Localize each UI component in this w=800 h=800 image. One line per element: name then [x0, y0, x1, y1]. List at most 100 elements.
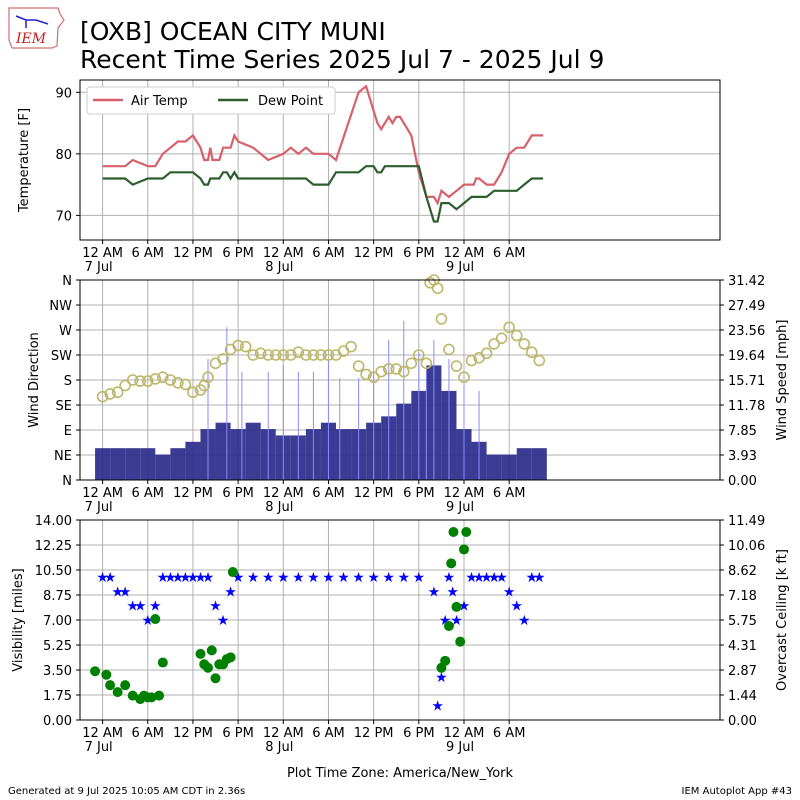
wind-direction-marker — [254, 347, 267, 360]
wind-direction-marker — [367, 371, 380, 384]
ceiling-marker — [146, 692, 157, 703]
visibility-marker: ★ — [307, 570, 320, 586]
wind-speed-bar — [501, 454, 517, 480]
wind-direction-marker — [209, 357, 222, 370]
visibility-markers: ★★★★★★★★★★★★★★★★★★★ ★ ★ ★ ★ ★ ★ ★ ★ ★ ★ ★ ★★★★★★★★★★… — [96, 570, 545, 715]
wind-direction-marker — [345, 340, 357, 353]
x-tick-label: 12 AM — [263, 246, 304, 261]
wind-speed-bar — [531, 448, 547, 480]
wind-direction-marker — [465, 354, 478, 367]
visibility-marker: ★ — [397, 570, 410, 586]
visibility-tick-label: 5.25 — [43, 639, 72, 654]
wind-direction-marker — [375, 365, 387, 378]
wind-direction-marker — [119, 379, 131, 392]
ceiling-tick-label: 1.44 — [728, 689, 757, 704]
direction-tick-label: NW — [49, 299, 72, 314]
visibility-tick-label: 7.00 — [43, 614, 72, 629]
speed-tick-label: 27.49 — [728, 299, 765, 314]
x-tick-label: 6 AM — [312, 246, 345, 261]
wind-direction-markers — [96, 274, 546, 403]
wind-direction-marker — [390, 363, 403, 375]
visibility-marker: ★ — [292, 570, 305, 586]
wind-direction-marker — [149, 373, 162, 385]
x-date-label: 7 Jul — [85, 500, 113, 515]
wind-direction-marker — [217, 353, 229, 365]
wind-speed-bars — [95, 320, 547, 480]
x-tick-label: 12 AM — [444, 246, 485, 261]
x-date-label: 9 Jul — [446, 740, 474, 755]
visibility-marker: ★ — [217, 613, 230, 629]
wind-speed-bar — [95, 448, 111, 480]
wind-direction-marker — [157, 371, 169, 384]
visibility-y-ticks: 0.00 1.75 3.50 5.25 7.00 8.75 10.50 12.25 14.00 — [35, 514, 80, 729]
ceiling-marker — [440, 655, 451, 666]
visibility-marker: ★ — [428, 584, 441, 600]
visibility-marker: ★ — [435, 670, 448, 686]
wind-direction-marker — [518, 338, 531, 350]
ceiling-marker — [461, 527, 472, 538]
ceiling-tick-label: 11.49 — [728, 514, 765, 529]
direction-tick-label: NE — [54, 449, 72, 464]
visibility-marker: ★ — [473, 570, 486, 586]
ceiling-marker — [451, 601, 462, 612]
ceiling-marker — [101, 669, 112, 680]
visibility-marker: ★ — [337, 570, 350, 586]
direction-tick-label: W — [59, 324, 72, 339]
visibility-tick-label: 12.25 — [35, 539, 72, 554]
direction-tick-label: N — [62, 474, 72, 489]
wind-direction-marker — [187, 386, 199, 399]
ceiling-marker — [150, 614, 161, 625]
speed-tick-label: 0.00 — [728, 474, 757, 489]
ceiling-marker — [459, 544, 469, 555]
visibility-marker: ★ — [247, 570, 260, 586]
visibility-marker: ★ — [111, 584, 124, 600]
x-date-label: 9 Jul — [446, 500, 474, 515]
visibility-marker: ★ — [443, 570, 456, 586]
wind-direction-marker — [322, 349, 335, 361]
legend-label-dew-point: Dew Point — [258, 94, 323, 109]
ceiling-marker — [154, 690, 165, 701]
visibility-marker: ★ — [262, 570, 275, 586]
x-date-label: 8 Jul — [265, 260, 293, 275]
wind-direction-marker — [352, 360, 365, 372]
visibility-marker: ★ — [277, 570, 290, 586]
ceiling-marker — [227, 567, 238, 578]
x-tick-label: 6 AM — [132, 486, 165, 501]
wind-speed-ticks: 0.00 3.93 7.85 11.78 15.71 19.64 23.56 27.49 31.… — [720, 274, 765, 489]
visibility-marker: ★ — [164, 570, 177, 586]
ceiling-marker — [127, 690, 138, 701]
x-tick-label: 6 PM — [403, 246, 434, 261]
ceiling-marker — [195, 648, 206, 659]
ceiling-marker — [210, 673, 221, 684]
wind-direction-marker — [179, 378, 192, 391]
x-tick-label: 12 AM — [263, 486, 304, 501]
wind-speed-bar — [230, 429, 246, 480]
visibility-marker: ★ — [431, 699, 444, 715]
visibility-grid — [80, 519, 720, 721]
visibility-tick-label: 14.00 — [35, 514, 72, 529]
wind-direction-marker — [104, 388, 116, 400]
speed-tick-label: 11.78 — [728, 399, 765, 414]
x-tick-label: 6 AM — [493, 726, 526, 741]
wind-speed-bar — [125, 448, 141, 480]
wind-direction-marker — [413, 349, 425, 361]
wind-direction-marker — [450, 360, 463, 372]
temperature-y-axis-label: Temperature [F] — [17, 108, 32, 213]
visibility-marker: ★ — [533, 570, 546, 586]
x-tick-label: 6 PM — [222, 486, 253, 501]
visibility-marker: ★ — [322, 570, 335, 586]
visibility-marker: ★ — [382, 570, 395, 586]
wind-direction-marker — [488, 338, 500, 350]
ceiling-tick-label: 4.31 — [728, 639, 757, 654]
x-tick-label: 12 AM — [444, 486, 485, 501]
visibility-marker: ★ — [119, 584, 132, 600]
visibility-panel: ★★★★★★★★★★★★★★★★★★★ ★ ★ ★ ★ ★ ★ ★ ★ ★ ★ ★ ★★★★★★★★★★… — [11, 514, 790, 781]
y-tick-label: 90 — [55, 86, 72, 101]
visibility-marker: ★ — [179, 570, 192, 586]
wind-direction-marker — [202, 371, 214, 384]
ceiling-tick-label: 7.18 — [728, 589, 757, 604]
wind-direction-marker — [360, 368, 372, 381]
ceiling-tick-label: 8.62 — [728, 564, 757, 579]
x-tick-label: 12 AM — [444, 726, 485, 741]
